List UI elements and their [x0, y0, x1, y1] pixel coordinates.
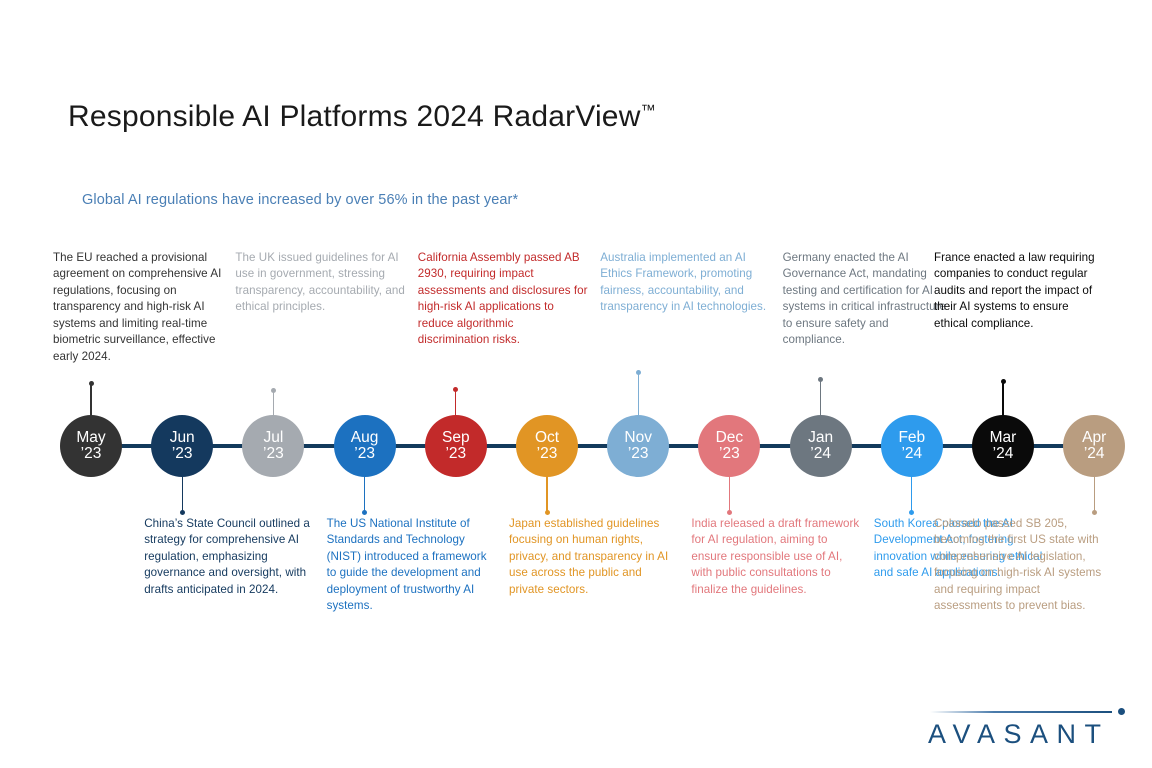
- node-month-label: May: [76, 428, 106, 446]
- node-year-label: ’23: [445, 445, 467, 462]
- node-year-label: ’24: [810, 445, 831, 462]
- node-year-label: ’24: [1083, 445, 1105, 462]
- timeline-node-may-23[interactable]: May ’23: [60, 415, 122, 477]
- timeline-node-sep-23[interactable]: Sep ’23: [424, 415, 487, 477]
- node-connector-line: [363, 471, 366, 512]
- timeline-node-jul-23[interactable]: Jul ’23: [242, 415, 305, 477]
- avasant-logo: AVASANT: [922, 703, 1130, 755]
- timeline-note-feb: South Korea passed the AI Development Ac…: [873, 517, 1043, 580]
- node-connector-dot-icon: [88, 381, 94, 386]
- node-year-label: ’23: [80, 445, 102, 462]
- node-connector-dot-icon: [453, 387, 459, 392]
- page-title: Responsible AI Platforms 2024 RadarView™: [68, 100, 656, 134]
- node-connector-dot-icon: [818, 377, 824, 382]
- node-connector-line: [911, 471, 913, 512]
- node-year-label: ’23: [536, 445, 558, 462]
- timeline-node-nov-23[interactable]: Nov ’23: [607, 415, 670, 477]
- logo-wordmark: AVASANT: [928, 719, 1110, 749]
- node-connector-dot-icon: [909, 510, 915, 515]
- trademark-symbol: ™: [640, 102, 656, 120]
- timeline-note-aug: The US National Institute of Standards a…: [326, 517, 487, 613]
- node-connector-dot-icon: [1091, 510, 1097, 515]
- node-year-label: ’23: [171, 445, 193, 462]
- node-month-label: Oct: [534, 428, 560, 446]
- node-year-label: ’24: [901, 445, 923, 462]
- subtitle: Global AI regulations have increased by …: [82, 192, 519, 208]
- node-connector-dot-icon: [544, 510, 550, 515]
- timeline-note-apr: Colorado passed SB 205, becoming the fir…: [934, 517, 1102, 613]
- timeline-note-may: The EU reached a provisional agreement o…: [53, 251, 222, 363]
- node-connector-dot-icon: [179, 510, 185, 515]
- timeline-axis: [62, 444, 1096, 448]
- node-connector-line: [1002, 381, 1004, 421]
- node-year-label: ’24: [992, 445, 1014, 462]
- node-connector-line: [1093, 471, 1095, 512]
- node-month-label: Aug: [350, 428, 379, 446]
- timeline-note-oct: Japan established guidelines focusing on…: [509, 517, 669, 596]
- timeline-node-apr-24[interactable]: Apr ’24: [1063, 415, 1126, 477]
- node-connector-line: [455, 389, 457, 421]
- timeline-node-oct-23[interactable]: Oct ’23: [516, 415, 578, 477]
- node-year-label: ’23: [354, 445, 375, 462]
- logo-dot-icon: [1118, 708, 1125, 715]
- node-month-label: Dec: [715, 428, 744, 446]
- node-month-label: Mar: [989, 428, 1017, 446]
- node-connector-line: [90, 383, 92, 421]
- timeline-node-jun-23[interactable]: Jun ’23: [151, 415, 214, 477]
- timeline-note-mar: France enacted a law requiring companies…: [934, 251, 1095, 330]
- node-year-label: ’23: [263, 445, 284, 462]
- node-connector-dot-icon: [726, 510, 732, 515]
- node-connector-dot-icon: [635, 370, 641, 375]
- node-connector-line: [546, 471, 548, 512]
- node-connector-line: [272, 390, 275, 421]
- page-title-text: Responsible AI Platforms 2024 RadarView: [68, 100, 641, 134]
- timeline-note-jun: China’s State Council outlined a strateg…: [144, 517, 310, 596]
- node-connector-dot-icon: [270, 388, 276, 393]
- node-connector-line: [819, 379, 822, 421]
- node-connector-line: [728, 471, 731, 512]
- node-month-label: Jun: [169, 428, 195, 446]
- node-connector-dot-icon: [362, 510, 368, 515]
- timeline-note-jan: Germany enacted the AI Governance Act, m…: [782, 251, 947, 347]
- timeline-note-sep: California Assembly passed AB 2930, requ…: [417, 251, 588, 347]
- node-year-label: ’23: [627, 445, 649, 462]
- timeline-node-dec-23[interactable]: Dec ’23: [698, 415, 761, 477]
- node-month-label: Feb: [898, 428, 926, 446]
- timeline-node-mar-24[interactable]: Mar ’24: [972, 415, 1034, 477]
- timeline-node-jan-24[interactable]: Jan ’24: [789, 415, 852, 477]
- node-connector-dot-icon: [1000, 379, 1006, 384]
- node-month-label: Nov: [624, 428, 652, 446]
- node-month-label: Sep: [442, 428, 470, 446]
- timeline-node-feb-24[interactable]: Feb ’24: [880, 415, 943, 477]
- node-connector-line: [181, 471, 183, 512]
- timeline-node-aug-23[interactable]: Aug ’23: [333, 415, 396, 477]
- node-year-label: ’23: [719, 445, 740, 462]
- logo-rule: [930, 711, 1112, 713]
- timeline-note-nov: Australia implemented an AI Ethics Frame…: [600, 251, 767, 314]
- timeline-note-jul: The UK issued guidelines for AI use in g…: [235, 251, 405, 314]
- node-connector-line: [637, 372, 639, 421]
- node-month-label: Jan: [808, 428, 834, 446]
- node-month-label: Jul: [263, 428, 284, 446]
- timeline-note-dec: India released a draft framework for AI …: [691, 517, 860, 596]
- node-month-label: Apr: [1082, 428, 1107, 446]
